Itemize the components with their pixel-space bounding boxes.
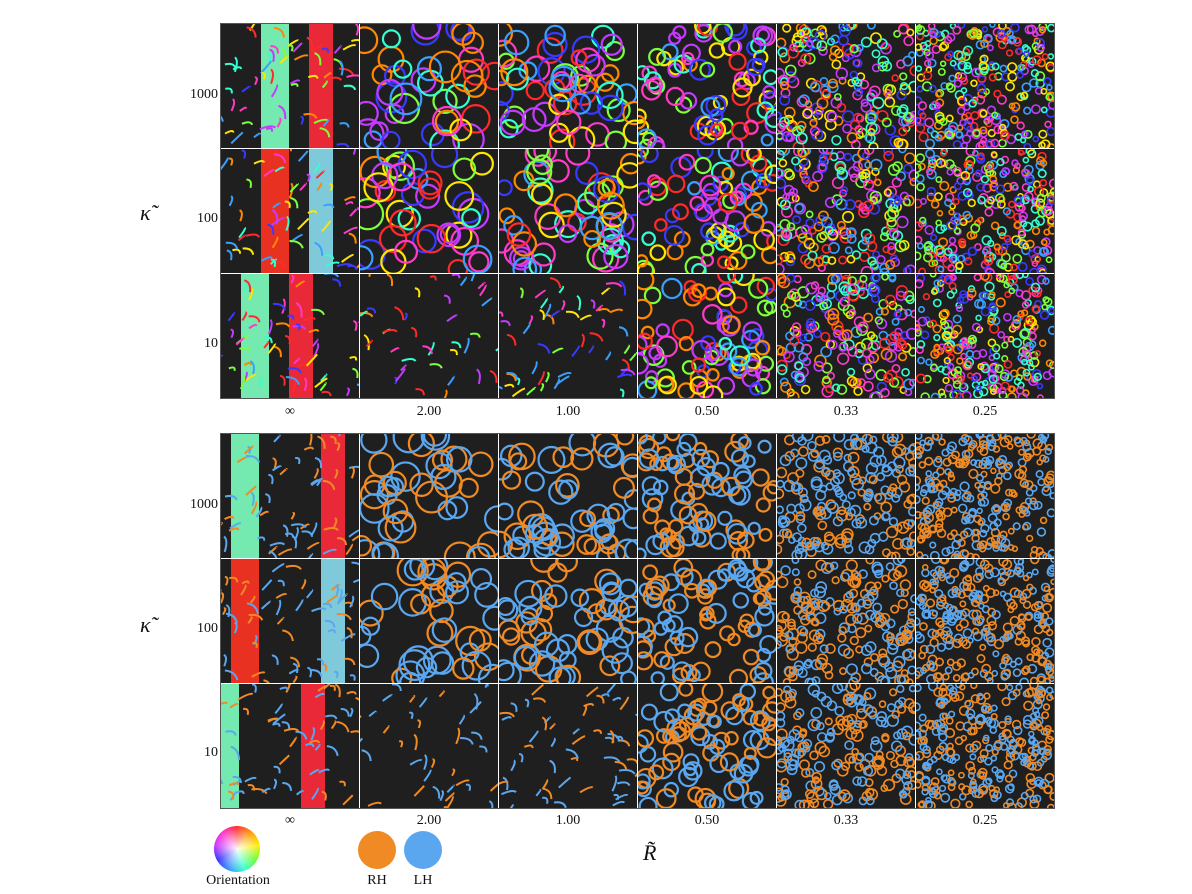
orientation-wheel-icon — [214, 826, 260, 872]
y-tick-bottom-100: 100 — [197, 621, 218, 636]
simulation-tile — [638, 559, 776, 683]
simulation-tile — [221, 559, 359, 683]
x-tick-top-2: 2.00 — [416, 404, 442, 419]
simulation-tile — [360, 24, 498, 148]
simulation-tile — [360, 149, 498, 273]
x-tick-bottom-0.5: 0.50 — [694, 813, 720, 828]
lh-legend-label: LH — [413, 873, 433, 888]
simulation-tile — [916, 684, 1054, 808]
rh-legend-label: RH — [367, 873, 387, 888]
simulation-tile — [360, 684, 498, 808]
simulation-tile — [499, 559, 637, 683]
simulation-tile — [499, 274, 637, 398]
orientation-legend-label: Orientation — [206, 873, 270, 888]
simulation-tile — [360, 274, 498, 398]
simulation-tile — [916, 24, 1054, 148]
simulation-tile — [777, 24, 915, 148]
simulation-tile — [777, 684, 915, 808]
simulation-tile — [777, 434, 915, 558]
simulation-tile — [499, 149, 637, 273]
handedness-panel — [220, 433, 1055, 809]
y-tick-bottom-10: 10 — [204, 745, 218, 760]
x-tick-top-0.25: 0.25 — [972, 404, 998, 419]
orientation-panel — [220, 23, 1055, 399]
simulation-tile — [916, 434, 1054, 558]
simulation-tile — [499, 684, 637, 808]
simulation-tile — [499, 434, 637, 558]
y-tick-bottom-1000: 1000 — [190, 497, 218, 512]
simulation-tile — [638, 149, 776, 273]
y-tick-top-1000: 1000 — [190, 87, 218, 102]
y-tick-top-10: 10 — [204, 336, 218, 351]
y-axis-title-bottom: κ̃ — [140, 612, 151, 637]
simulation-tile — [777, 149, 915, 273]
simulation-tile — [221, 684, 359, 808]
x-tick-top-1: 1.00 — [555, 404, 581, 419]
simulation-tile — [360, 559, 498, 683]
rh-swatch — [358, 831, 396, 869]
x-tick-bottom-1: 1.00 — [555, 813, 581, 828]
x-tick-top-0.5: 0.50 — [694, 404, 720, 419]
simulation-tile — [916, 559, 1054, 683]
x-tick-top-inf: ∞ — [285, 404, 295, 419]
simulation-tile — [777, 274, 915, 398]
x-tick-bottom-2: 2.00 — [416, 813, 442, 828]
x-tick-bottom-0.33: 0.33 — [833, 813, 859, 828]
x-tick-bottom-inf: ∞ — [285, 813, 295, 828]
simulation-tile — [638, 24, 776, 148]
simulation-tile — [221, 149, 359, 273]
lh-swatch — [404, 831, 442, 869]
simulation-tile — [638, 684, 776, 808]
simulation-tile — [360, 434, 498, 558]
simulation-tile — [916, 274, 1054, 398]
simulation-tile — [916, 149, 1054, 273]
simulation-tile — [638, 434, 776, 558]
simulation-tile — [221, 434, 359, 558]
x-tick-top-0.33: 0.33 — [833, 404, 859, 419]
x-tick-bottom-0.25: 0.25 — [972, 813, 998, 828]
simulation-tile — [221, 24, 359, 148]
simulation-tile — [499, 24, 637, 148]
x-axis-title: R̃ — [643, 840, 657, 865]
y-axis-title-top: κ̃ — [140, 200, 151, 225]
simulation-tile — [221, 274, 359, 398]
y-tick-top-100: 100 — [197, 211, 218, 226]
simulation-tile — [638, 274, 776, 398]
simulation-tile — [777, 559, 915, 683]
